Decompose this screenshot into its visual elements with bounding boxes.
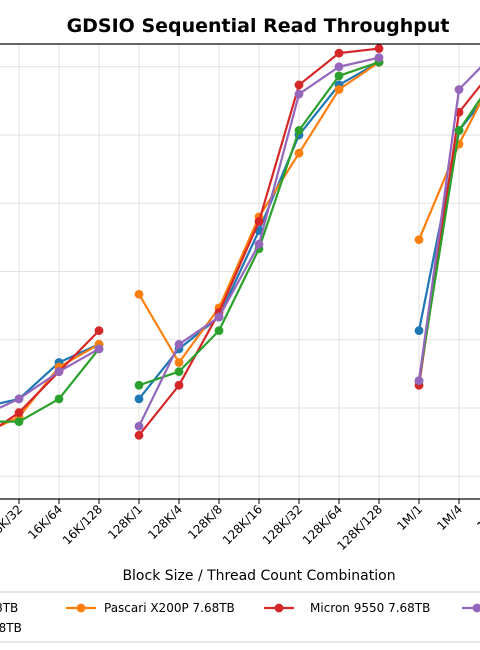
legend-swatch-marker-5 [472, 603, 480, 613]
data-point-series-3 [334, 48, 344, 58]
data-point-series-4 [14, 417, 24, 427]
data-point-series-3 [294, 80, 304, 90]
x-tick-label: 128K/1 [105, 502, 145, 542]
data-point-series-5 [174, 339, 184, 349]
data-point-series-2 [174, 358, 184, 367]
data-point-series-5 [294, 89, 304, 99]
x-tick-label: 16K/64 [25, 502, 65, 542]
x-tick-label: 16K/128 [60, 502, 105, 547]
data-point-series-5 [414, 376, 424, 386]
legend-swatch-marker-2 [76, 603, 86, 613]
data-point-series-5 [54, 367, 64, 376]
data-point-series-5 [214, 312, 224, 322]
data-point-series-3 [134, 430, 144, 440]
series-line-4 [417, 97, 480, 381]
data-point-series-4 [54, 394, 64, 404]
legend-label-2: Pascari X200P 7.68TB [104, 601, 235, 615]
data-point-series-3 [254, 217, 264, 226]
x-tick-label: 1M/1 [394, 502, 425, 533]
x-tick-label: 128K/32 [260, 502, 305, 547]
data-point-series-1 [134, 394, 144, 404]
data-point-series-5 [14, 394, 24, 404]
series-line-4 [0, 348, 100, 423]
data-point-series-3 [14, 408, 24, 417]
data-point-series-2 [334, 85, 344, 94]
series-line-3 [0, 329, 100, 427]
x-tick-label: 128K/8 [185, 502, 225, 542]
data-point-series-5 [134, 421, 144, 431]
data-point-series-5 [94, 344, 104, 354]
series-line-1 [0, 343, 100, 405]
data-point-series-2 [414, 235, 424, 245]
data-point-series-4 [454, 126, 464, 135]
series-line-5 [0, 347, 100, 409]
data-point-series-2 [134, 289, 144, 299]
chart-title: GDSIO Sequential Read Throughput [67, 15, 450, 37]
x-axis-label: Block Size / Thread Count Combination [122, 568, 395, 584]
legend-label-3: Micron 9550 7.68TB [310, 601, 430, 615]
data-point-series-5 [254, 239, 264, 249]
plot-frame [0, 43, 480, 500]
data-point-series-4 [334, 71, 344, 81]
x-tick-label: 1M/4 [434, 502, 465, 533]
data-point-series-3 [374, 44, 384, 53]
data-point-series-1 [414, 326, 424, 336]
data-point-series-5 [454, 85, 464, 94]
series-line-3 [417, 84, 480, 386]
data-point-series-4 [134, 380, 144, 390]
data-point-series-4 [294, 126, 304, 135]
legend-label-1: 7.68TB [0, 601, 18, 615]
x-tick-label: 1M/8 [474, 502, 480, 533]
legend-box [0, 591, 480, 643]
data-point-series-3 [174, 380, 184, 390]
data-point-series-3 [94, 326, 104, 336]
legend: 7.68TB Pascari X200P 7.68TB Micron 9550 7.… [0, 591, 480, 643]
legend-swatch-marker-3 [274, 603, 284, 613]
x-tick-label: 128K/16 [220, 502, 265, 547]
x-tick-label: 16K/32 [0, 502, 25, 542]
data-point-series-4 [214, 326, 224, 336]
data-point-series-4 [174, 367, 184, 376]
data-point-series-5 [334, 62, 344, 72]
series-line-1 [417, 102, 480, 331]
series-layer [0, 44, 480, 440]
data-point-series-5 [374, 53, 384, 63]
x-tick-layer: 16K/816K/3216K/6416K/128128K/1128K/4128K… [0, 499, 480, 553]
legend-label-1-line2: 68TB [0, 621, 22, 635]
x-tick-label: 128K/4 [145, 502, 185, 542]
data-point-series-2 [294, 148, 304, 158]
